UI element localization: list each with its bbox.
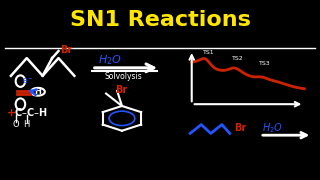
Text: Br: Br [60,45,72,55]
Text: C: C [14,108,21,118]
Text: $H_2O$: $H_2O$ [98,53,122,67]
Text: Br: Br [116,85,128,95]
Text: TS1: TS1 [203,50,215,55]
Text: H: H [23,120,29,129]
Text: H: H [35,87,41,96]
Text: $H_2O$: $H_2O$ [261,121,283,135]
Text: –: – [21,108,26,118]
Text: +: + [7,108,16,118]
Text: O: O [12,120,19,129]
Text: H: H [38,108,46,118]
Text: e$^-$: e$^-$ [22,76,34,86]
Text: TS2: TS2 [232,56,244,61]
Text: TS3: TS3 [259,61,271,66]
Text: Br: Br [235,123,247,133]
Text: C: C [26,108,33,118]
Text: –: – [33,108,38,118]
Text: Solvolysis: Solvolysis [105,72,142,81]
Text: SN1 Reactions: SN1 Reactions [69,10,251,30]
